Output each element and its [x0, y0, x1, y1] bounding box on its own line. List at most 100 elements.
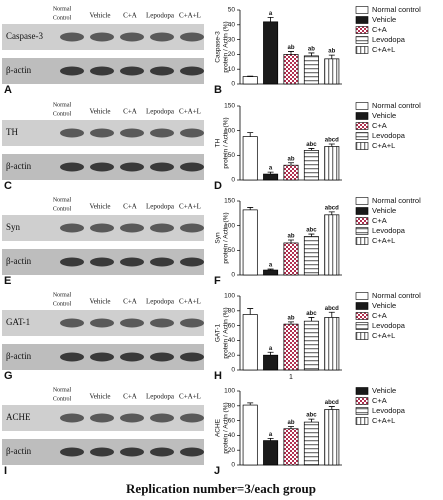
y-tick-label: 100 [224, 388, 235, 395]
blot-band [180, 352, 204, 362]
lane-label: Control [53, 15, 72, 21]
blot-band [60, 257, 84, 267]
legend-swatch [355, 132, 369, 140]
blot-band [60, 32, 84, 42]
legend-swatch [355, 142, 369, 150]
legend-swatch [355, 197, 369, 205]
panel-letter: I [4, 465, 7, 477]
legend-swatch [355, 46, 369, 54]
y-tick-label: 50 [228, 7, 236, 14]
legend-label: C+A+L [372, 331, 395, 340]
lane-label: Normal [53, 102, 72, 108]
bar [324, 146, 340, 181]
lane-label: Control [53, 396, 72, 402]
blot-band [180, 162, 204, 172]
y-tick-label: 30 [228, 36, 236, 43]
legend-label: C+A [372, 216, 387, 225]
legend-label: Normal control [372, 291, 421, 300]
legend-label: Normal control [372, 5, 421, 14]
bar [303, 236, 319, 276]
legend-label: Levodopa [372, 131, 406, 140]
legend-swatch [355, 122, 369, 130]
lane-label: Normal [53, 387, 72, 393]
lane-label: C+A+L [179, 203, 201, 211]
error-bar [267, 171, 274, 175]
bar [263, 21, 279, 85]
significance-label: ab [328, 49, 335, 55]
y-tick-label: 60 [228, 322, 236, 329]
blot-band [90, 223, 114, 233]
lane-label: Normal [53, 292, 72, 298]
legend-label: Levodopa [372, 406, 406, 415]
significance-label: abc [306, 142, 317, 148]
blot-band [120, 162, 144, 172]
error-bar [328, 211, 335, 215]
lane-label: Lepodopa [146, 12, 175, 20]
y-tick-label: 50 [228, 152, 236, 159]
lane-label: C+A+L [179, 298, 201, 306]
y-tick-label: 40 [228, 337, 236, 344]
blot-band [150, 162, 174, 172]
bar [242, 76, 258, 85]
significance-label: abcd [325, 138, 339, 144]
legend-label: Vehicle [372, 301, 396, 310]
significance-label: abc [306, 228, 317, 234]
y-tick-label: 100 [224, 222, 235, 229]
legend-label: C+A+L [372, 236, 395, 245]
lane-label: Control [53, 206, 72, 212]
row-label: Caspase-3 [6, 31, 43, 41]
bar [242, 404, 258, 466]
lane-label: Vehicle [90, 108, 111, 116]
blot-band [120, 413, 144, 423]
footer: Replication number=3/each group [126, 481, 316, 496]
legend-label: Vehicle [372, 111, 396, 120]
blot-band [90, 128, 114, 138]
row-label: TH [6, 127, 18, 137]
lane-label: Control [53, 111, 72, 117]
bar [283, 428, 299, 466]
error-bar [288, 51, 294, 55]
error-bar [308, 233, 315, 237]
legend-swatch [355, 387, 369, 395]
legend-label: Vehicle [372, 15, 396, 24]
y-tick-label: 100 [224, 127, 235, 134]
blot-band [90, 447, 114, 457]
lane-label: C+A [123, 203, 137, 211]
significance-label: ab [287, 156, 294, 162]
blot-band [60, 447, 84, 457]
legend-label: Levodopa [372, 35, 406, 44]
lane-label: Vehicle [90, 393, 111, 401]
error-bar [288, 426, 294, 429]
significance-label: abcd [325, 205, 339, 211]
bar [324, 409, 340, 466]
legend-label: Normal control [372, 196, 421, 205]
panel-letter: F [214, 275, 221, 287]
blot-band [120, 223, 144, 233]
significance-label: ab [287, 234, 294, 240]
row-label: GAT-1 [6, 317, 30, 327]
blot-band [60, 128, 84, 138]
significance-label: ab [287, 315, 294, 321]
y-tick-label: 80 [228, 308, 236, 315]
legend-label: Vehicle [372, 206, 396, 215]
legend-label: C+A [372, 396, 387, 405]
panel-letter: G [4, 370, 13, 382]
legend-label: Levodopa [372, 226, 406, 235]
blot-band [150, 318, 174, 328]
legend-swatch [355, 207, 369, 215]
row-label: Syn [6, 222, 21, 232]
error-bar [267, 351, 274, 356]
blot-band [180, 66, 204, 76]
y-tick-label: 0 [231, 177, 235, 184]
error-bar [328, 143, 335, 147]
significance-label: ab [308, 46, 315, 52]
error-bar [288, 239, 294, 243]
y-tick-label: 40 [228, 432, 236, 439]
blot-band [60, 223, 84, 233]
lane-label: Lepodopa [146, 393, 175, 401]
legend-swatch [355, 6, 369, 14]
significance-label: abc [306, 311, 317, 317]
blot-band [150, 447, 174, 457]
legend-swatch [355, 302, 369, 310]
error-bar [308, 148, 315, 151]
